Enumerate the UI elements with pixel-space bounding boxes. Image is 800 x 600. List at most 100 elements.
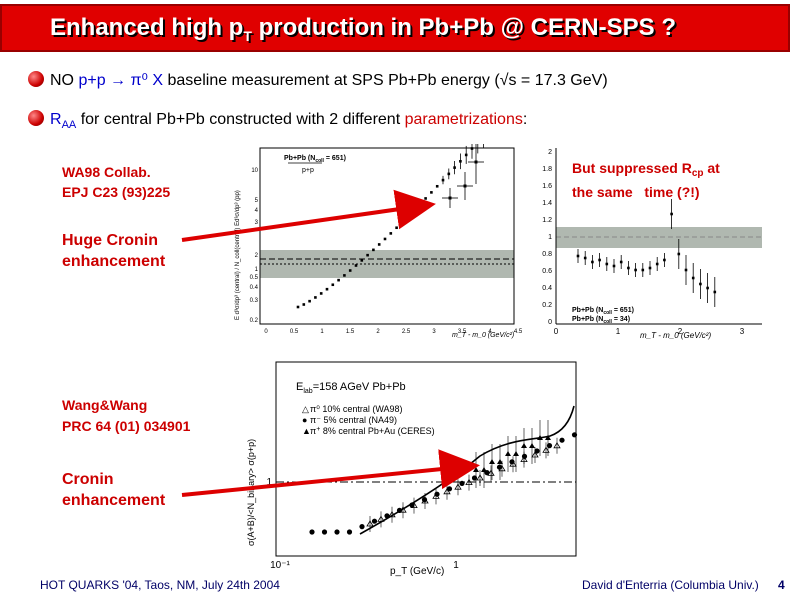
y-tick-labels: 1 bbox=[266, 477, 272, 488]
triangle-open-icon: △ bbox=[302, 404, 309, 414]
plot-frame bbox=[275, 361, 577, 557]
y-axis-label: σ(A+B)/<N_binary> σ(p+p) bbox=[246, 439, 256, 546]
legend-text: Pb+Pb (Ncoll = 651) bbox=[284, 155, 346, 164]
data-point bbox=[383, 237, 387, 241]
tick-label: 0.8 bbox=[542, 251, 552, 258]
tick-label: 5 bbox=[255, 198, 259, 204]
tick-label: 3 bbox=[740, 327, 745, 336]
data-point bbox=[372, 248, 375, 252]
data-point bbox=[331, 283, 335, 287]
bullet-icon bbox=[28, 71, 44, 87]
tick-label: 1 bbox=[255, 267, 259, 273]
data-point bbox=[314, 296, 317, 299]
bullet-1: NO p+p → π⁰ X baseline measurement at SP… bbox=[28, 70, 608, 90]
legend-entry: π⁰ 10% central (WA98) bbox=[310, 404, 403, 414]
tick-label: 10 bbox=[251, 168, 258, 174]
triangle-filled-icon: ▲ bbox=[302, 426, 311, 436]
data-point bbox=[319, 292, 323, 295]
tick-label: 0.3 bbox=[250, 298, 259, 304]
data-point bbox=[571, 432, 578, 438]
tick-label: 1 bbox=[320, 329, 324, 335]
data-point bbox=[412, 209, 416, 212]
y-axis-label: E d³σ/dp³ (central) / N_coll(central) Ed… bbox=[235, 190, 241, 320]
slide-title: Enhanced high pT production in Pb+Pb @ C… bbox=[50, 14, 676, 44]
x-tick-labels: 0 0.5 1 1.5 2 2.5 3 3.5 4 4.5 bbox=[264, 329, 522, 335]
data-point bbox=[366, 253, 369, 257]
tick-label: 1.4 bbox=[542, 200, 552, 207]
tick-label: 0 bbox=[548, 319, 552, 326]
x-tick-labels: 10⁻¹ 1 bbox=[270, 560, 459, 571]
tick-label: 2 bbox=[255, 253, 259, 259]
x-axis-label: m_T - m_0 (GeV/c²) bbox=[640, 331, 711, 340]
tick-label: 1.8 bbox=[542, 166, 552, 173]
legend-text: Pb+Pb (Ncoll = 651) bbox=[572, 307, 634, 316]
legend-text: Pb+Pb (Ncoll = 34) bbox=[572, 316, 630, 325]
tick-label: 1 bbox=[548, 234, 552, 241]
legend-title: Elab=158 AGeV Pb+Pb bbox=[296, 381, 406, 395]
tick-label: 4 bbox=[488, 329, 492, 335]
theory-curve bbox=[359, 405, 575, 535]
data-point bbox=[401, 220, 404, 224]
data-point bbox=[348, 269, 352, 272]
tick-label: 0.5 bbox=[250, 275, 259, 281]
tick-label: 0.5 bbox=[290, 329, 299, 335]
data-point bbox=[309, 529, 315, 535]
x-axis-label: p_T (GeV/c) bbox=[390, 566, 444, 577]
data-point bbox=[459, 480, 465, 486]
footer-conference: HOT QUARKS '04, Taos, NM, July 24th 2004 bbox=[40, 578, 280, 592]
wang-label: Wang&Wang PRC 64 (01) 034901 bbox=[62, 397, 191, 434]
tick-label: 2.5 bbox=[402, 329, 411, 335]
data-point bbox=[435, 184, 439, 188]
data-point bbox=[389, 232, 393, 235]
tick-label: 1.2 bbox=[542, 217, 552, 224]
tick-label: 2 bbox=[548, 149, 552, 156]
data-point bbox=[343, 274, 346, 277]
page-number: 4 bbox=[778, 578, 785, 592]
tick-label: 3.5 bbox=[458, 329, 467, 335]
tick-label: 3 bbox=[432, 329, 436, 335]
data-point bbox=[302, 303, 306, 306]
tick-label: 1 bbox=[453, 560, 459, 571]
tick-label: 2 bbox=[376, 329, 380, 335]
data-point bbox=[360, 259, 364, 262]
circle-filled-icon: ● bbox=[302, 415, 307, 425]
data-point bbox=[359, 524, 365, 530]
data-point bbox=[430, 191, 433, 194]
data-point bbox=[384, 513, 390, 519]
legend-text: p+p bbox=[302, 167, 314, 174]
plot-wa98-raa: Pb+Pb (Ncoll = 651) p+p 0 0.5 1 1.5 2 2.5 3 3.5… bbox=[232, 144, 522, 340]
tick-label: 0.6 bbox=[542, 268, 552, 275]
data-point bbox=[334, 529, 340, 535]
data-point bbox=[321, 529, 328, 535]
tick-label: 0 bbox=[264, 329, 268, 335]
data-point bbox=[308, 299, 311, 303]
data-point bbox=[354, 264, 358, 267]
y-tick-labels: 0 0.2 0.4 0.6 0.8 1 1.2 1.4 1.6 1.8 2 bbox=[542, 149, 552, 326]
huge-cronin-label: Huge Cronin enhancement bbox=[62, 232, 166, 270]
data-point bbox=[371, 518, 378, 524]
rcp-label-line2: the same time (?!) bbox=[572, 184, 700, 200]
plot-wang-wang: Elab=158 AGeV Pb+Pb π⁰ 10% central (WA98… bbox=[240, 356, 582, 578]
bullet-icon bbox=[28, 110, 44, 126]
data-point bbox=[396, 507, 403, 513]
tick-label: 1.6 bbox=[542, 183, 552, 190]
plot-rcp: Pb+Pb (Ncoll = 651) Pb+Pb (Ncoll = 34) 0… bbox=[530, 144, 770, 340]
legend-entry: π+ 8% central Pb+Au (CERES) bbox=[310, 426, 435, 436]
data-point bbox=[325, 287, 329, 291]
tick-label: 1 bbox=[616, 327, 621, 336]
tick-label: 0.4 bbox=[542, 285, 552, 292]
uncertainty-band bbox=[260, 250, 514, 278]
uncertainty-band bbox=[556, 227, 762, 248]
data-point bbox=[534, 448, 540, 454]
bullet-2: RAA for central Pb+Pb constructed with 2… bbox=[28, 110, 527, 131]
data-point bbox=[471, 475, 478, 481]
tick-label: 4.5 bbox=[514, 329, 522, 335]
tick-label: 0 bbox=[554, 327, 559, 336]
legend-entry: π⁻ 5% central (NA49) bbox=[310, 415, 397, 425]
data-point bbox=[546, 443, 553, 449]
tick-label: 0.2 bbox=[250, 318, 259, 324]
cronin-label: Cronin enhancement bbox=[62, 471, 166, 509]
data-points bbox=[296, 144, 485, 309]
tick-label: 2 bbox=[678, 327, 683, 336]
x-tick-labels: 0 1 2 3 bbox=[554, 327, 745, 336]
